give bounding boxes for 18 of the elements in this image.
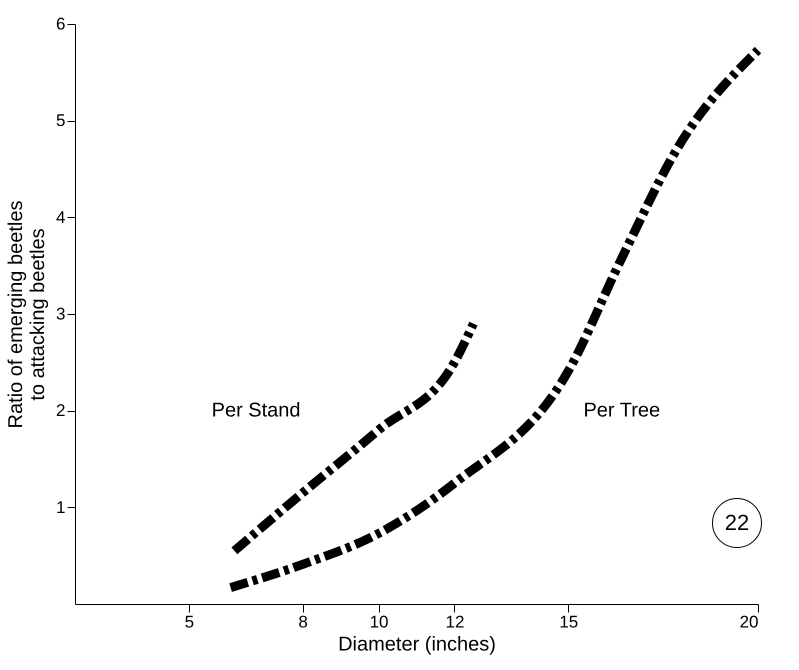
y-tick-label: 6 [56,14,66,34]
x-tick-label: 20 [740,612,758,632]
series-label: Per Tree [583,400,660,422]
x-tick-label: 8 [298,612,308,632]
x-tick-label: 12 [445,612,464,632]
text: Per Stand [212,400,301,422]
y-tick-label: 3 [56,304,66,324]
x-tick-label: 5 [184,612,194,632]
x-tick-label: 10 [370,612,389,632]
x-tick-label: 15 [559,612,578,632]
annotation: 22 [724,510,750,536]
circle-badge: 22 [712,498,762,548]
y-tick-label: 4 [56,208,66,227]
y-tick-label: 5 [56,111,66,130]
y-axis-title: Ratio of emerging beetles to attacking beetles [5,200,50,428]
x-axis-title: Diameter (inches) [338,634,496,656]
y-tick-label: 1 [56,498,66,517]
y-tick-label: 2 [56,401,66,420]
